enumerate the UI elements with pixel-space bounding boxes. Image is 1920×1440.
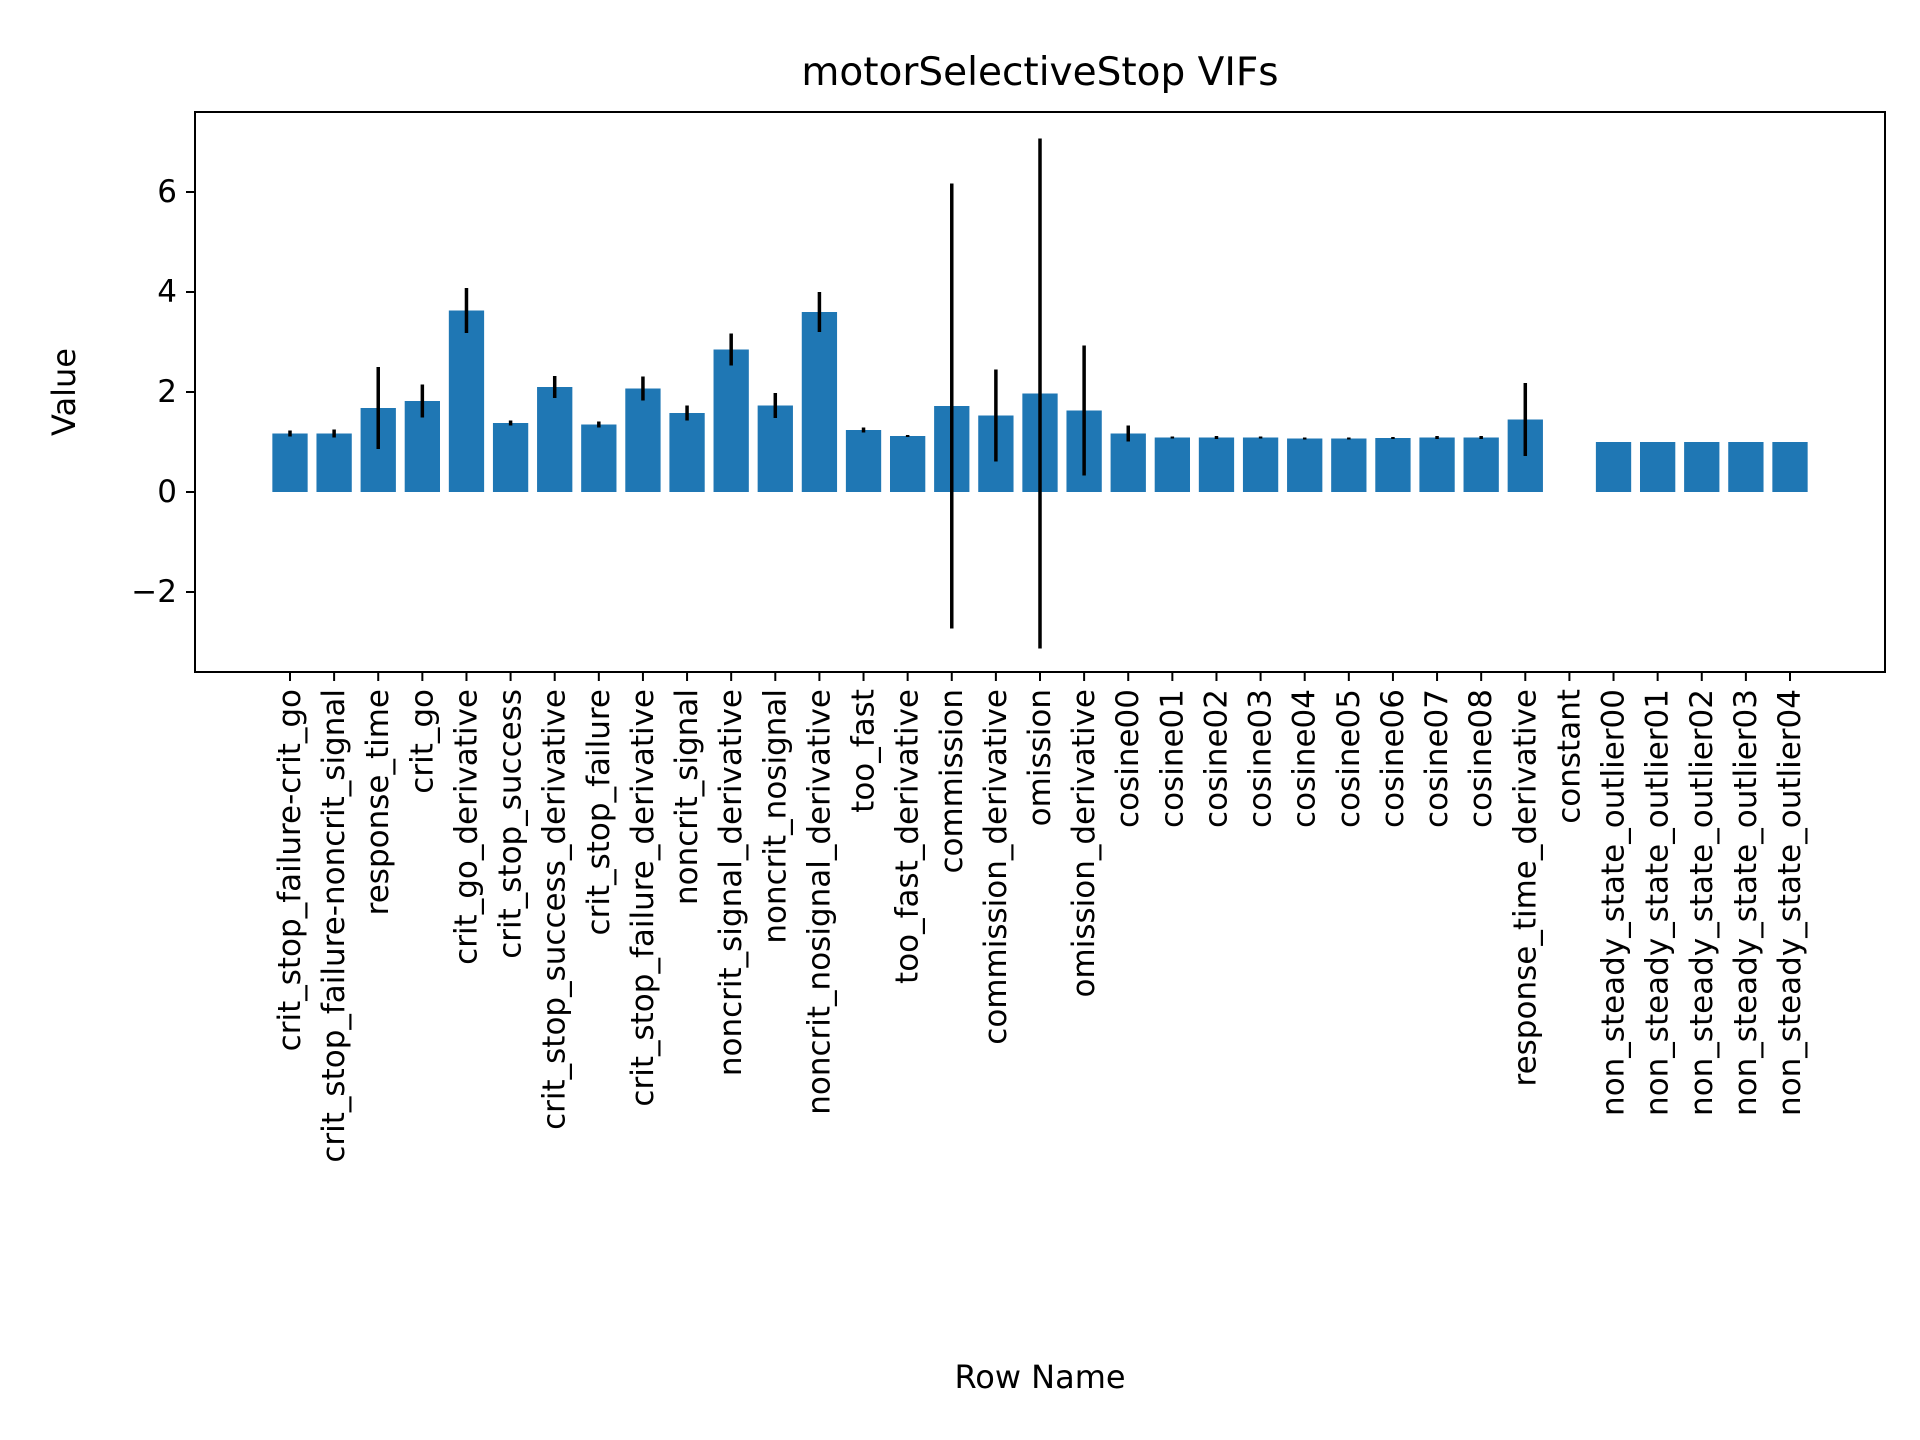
y-tick-label: 4 <box>157 274 177 310</box>
x-tick-label: noncrit_nosignal_derivative <box>801 689 837 1115</box>
x-tick-label: crit_stop_success <box>493 689 529 959</box>
bar-crit_stop_success_derivative <box>537 387 573 492</box>
bar-non_steady_state_outlier02 <box>1684 442 1720 492</box>
bar-crit_stop_failure-noncrit_signal <box>316 433 352 492</box>
x-tick-label: crit_stop_failure-noncrit_signal <box>316 689 352 1163</box>
x-tick-label: crit_stop_failure-crit_go <box>272 689 308 1051</box>
x-tick-label: too_fast_derivative <box>890 689 926 984</box>
bar-non_steady_state_outlier04 <box>1772 442 1808 492</box>
x-tick-label: cosine03 <box>1243 689 1279 828</box>
x-tick-label: omission <box>1022 689 1058 826</box>
x-tick-label: response_time <box>360 689 396 915</box>
bar-crit_stop_failure_derivative <box>625 388 661 492</box>
x-tick-label: too_fast <box>846 689 882 813</box>
x-tick-label: non_steady_state_outlier04 <box>1772 689 1808 1116</box>
x-tick-label: cosine04 <box>1287 689 1323 828</box>
x-tick-label: crit_stop_failure_derivative <box>625 689 661 1107</box>
x-tick-label: cosine01 <box>1154 689 1190 828</box>
x-tick-label: response_time_derivative <box>1507 689 1543 1086</box>
x-tick-label: cosine05 <box>1331 689 1367 828</box>
bar-noncrit_signal_derivative <box>713 349 749 492</box>
chart-title: motorSelectiveStop VIFs <box>801 50 1278 95</box>
y-tick-label: 6 <box>157 174 177 210</box>
x-tick-label: non_steady_state_outlier03 <box>1728 689 1764 1116</box>
bar-cosine05 <box>1331 438 1367 492</box>
x-tick-label: commission_derivative <box>978 689 1014 1045</box>
x-tick-label: non_steady_state_outlier01 <box>1640 689 1676 1116</box>
x-tick-label: cosine02 <box>1198 689 1234 828</box>
y-tick-label: 2 <box>157 374 177 410</box>
bar-cosine04 <box>1287 438 1323 492</box>
x-tick-label: cosine08 <box>1463 689 1499 828</box>
x-tick-label: non_steady_state_outlier00 <box>1596 689 1632 1116</box>
x-tick-label: non_steady_state_outlier02 <box>1684 689 1720 1116</box>
y-tick-label: −2 <box>131 574 177 610</box>
bar-crit_stop_success <box>492 423 529 492</box>
x-tick-label: crit_stop_success_derivative <box>537 689 573 1130</box>
bar-non_steady_state_outlier01 <box>1640 442 1676 492</box>
bar-cosine06 <box>1375 438 1411 492</box>
x-tick-label: noncrit_signal <box>669 689 705 905</box>
x-tick-label: cosine06 <box>1375 689 1411 828</box>
y-tick-label: 0 <box>157 474 177 510</box>
x-tick-label: crit_go <box>404 689 440 794</box>
x-tick-label: noncrit_nosignal <box>757 689 793 944</box>
x-tick-label: crit_go_derivative <box>448 689 484 965</box>
bar-cosine07 <box>1419 437 1455 492</box>
bar-cosine08 <box>1463 437 1499 492</box>
x-tick-label: cosine00 <box>1110 689 1146 828</box>
x-tick-label: commission <box>934 689 970 874</box>
bar-non_steady_state_outlier03 <box>1728 442 1764 492</box>
bar-cosine00 <box>1110 433 1146 492</box>
y-axis: −2 0 2 4 6 <box>131 174 195 610</box>
bar-too_fast_derivative <box>890 436 926 492</box>
x-tick-label: noncrit_signal_derivative <box>713 689 749 1076</box>
bar-non_steady_state_outlier00 <box>1595 442 1632 492</box>
x-tick-label: crit_stop_failure <box>581 689 617 935</box>
bar-crit_stop_failure-crit_go <box>272 433 308 492</box>
x-axis-label: Row Name <box>954 1358 1125 1396</box>
x-tick-label: omission_derivative <box>1066 689 1102 997</box>
bar-noncrit_signal <box>669 413 705 492</box>
errorbars-group <box>288 138 1528 649</box>
bar-noncrit_nosignal <box>757 405 793 492</box>
bar-cosine02 <box>1198 437 1235 492</box>
y-axis-label: Value <box>45 348 83 436</box>
bar-cosine03 <box>1242 437 1279 492</box>
bar-crit_go_derivative <box>448 310 485 492</box>
x-axis: crit_stop_failure-crit_go crit_stop_failu… <box>272 672 1808 1163</box>
bar-cosine01 <box>1154 437 1190 492</box>
bars-group <box>272 310 1808 492</box>
x-tick-label: cosine07 <box>1419 689 1455 828</box>
bar-too_fast <box>845 430 882 492</box>
x-tick-label: constant <box>1551 689 1587 824</box>
bar-noncrit_nosignal_derivative <box>801 312 838 492</box>
bar-crit_stop_failure <box>581 424 617 492</box>
